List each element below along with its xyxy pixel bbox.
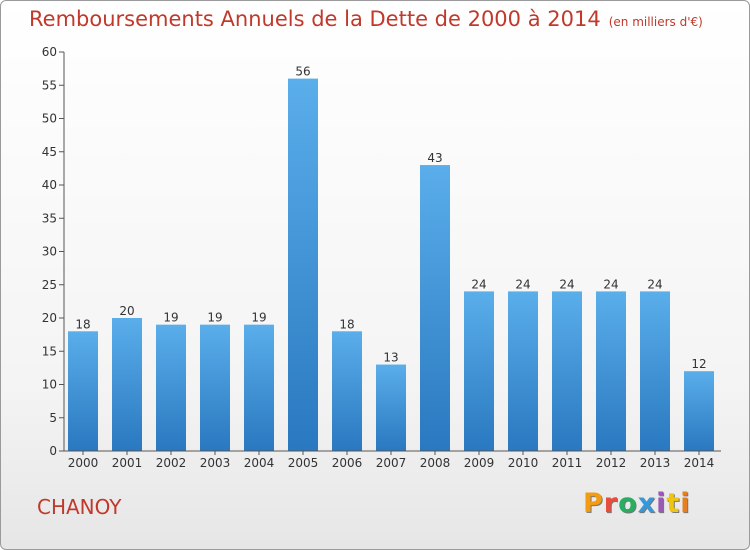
- x-tick-label: 2012: [596, 456, 627, 470]
- bar-value-label: 24: [559, 277, 574, 291]
- x-tick-label: 2004: [244, 456, 275, 470]
- y-tick-label: 10: [42, 378, 57, 392]
- bar-2000: [68, 331, 98, 451]
- proxiti-logo: Proxiti: [583, 488, 691, 519]
- bar-2011: [552, 291, 582, 451]
- x-tick-label: 2011: [552, 456, 583, 470]
- bar-2012: [596, 291, 626, 451]
- bar-2007: [376, 364, 406, 451]
- y-tick-label: 25: [42, 278, 57, 292]
- y-tick-label: 5: [49, 411, 57, 425]
- bar-value-label: 19: [163, 311, 178, 325]
- y-tick-label: 20: [42, 311, 57, 325]
- x-tick-label: 2008: [420, 456, 451, 470]
- bar-2006: [332, 331, 362, 451]
- bar-value-label: 56: [295, 65, 310, 79]
- unit-note: (en milliers d'€): [608, 15, 703, 29]
- bar-value-label: 24: [471, 277, 486, 291]
- x-tick-label: 2005: [288, 456, 319, 470]
- bar-value-label: 24: [603, 277, 618, 291]
- x-tick-label: 2013: [640, 456, 671, 470]
- bar-value-label: 18: [339, 317, 354, 331]
- x-tick-label: 2002: [156, 456, 187, 470]
- bar-value-label: 18: [75, 317, 90, 331]
- bar-2001: [112, 318, 142, 451]
- x-tick-label: 2007: [376, 456, 407, 470]
- y-tick-label: 45: [42, 145, 57, 159]
- x-tick-label: 2001: [112, 456, 143, 470]
- bar-value-label: 24: [647, 277, 662, 291]
- bar-2010: [508, 291, 538, 451]
- bar-2008: [420, 165, 450, 452]
- y-tick-label: 35: [42, 211, 57, 225]
- y-tick-label: 30: [42, 245, 57, 259]
- chart-title: Remboursements Annuels de la Dette de 20…: [29, 7, 703, 31]
- bar-2003: [200, 324, 230, 451]
- bar-value-label: 43: [427, 151, 442, 165]
- commune-name: CHANOY: [37, 495, 122, 519]
- x-tick-label: 2006: [332, 456, 363, 470]
- bar-2004: [244, 324, 274, 451]
- y-tick-label: 60: [42, 45, 57, 59]
- bar-value-label: 19: [207, 311, 222, 325]
- y-tick-label: 0: [49, 444, 57, 458]
- bar-2002: [156, 324, 186, 451]
- bar-2005: [288, 78, 318, 451]
- bar-2013: [640, 291, 670, 451]
- x-tick-label: 2014: [684, 456, 715, 470]
- bar-2014: [684, 371, 714, 451]
- x-tick-label: 2009: [464, 456, 495, 470]
- x-tick-label: 2003: [200, 456, 231, 470]
- y-tick-label: 50: [42, 112, 57, 126]
- x-tick-label: 2000: [68, 456, 99, 470]
- y-tick-label: 15: [42, 344, 57, 358]
- bar-2009: [464, 291, 494, 451]
- x-tick-label: 2010: [508, 456, 539, 470]
- y-tick-label: 40: [42, 178, 57, 192]
- bar-value-label: 19: [251, 311, 266, 325]
- bar-value-label: 24: [515, 277, 530, 291]
- y-tick-label: 55: [42, 78, 57, 92]
- chart-title-text: Remboursements Annuels de la Dette de 20…: [29, 7, 601, 31]
- bar-value-label: 20: [119, 304, 134, 318]
- bar-value-label: 13: [383, 351, 398, 365]
- bar-value-label: 12: [691, 357, 706, 371]
